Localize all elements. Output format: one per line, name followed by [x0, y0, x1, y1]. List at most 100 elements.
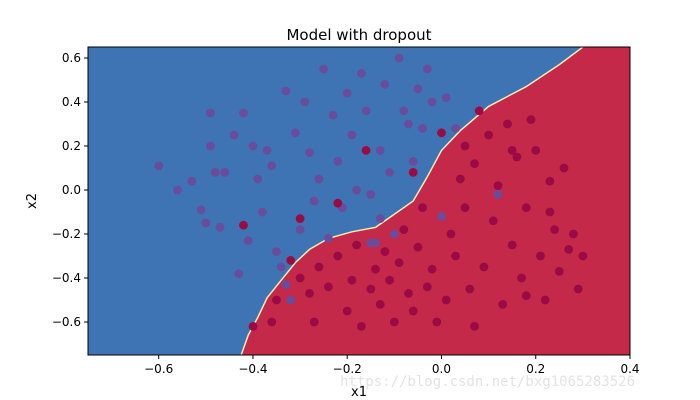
scatter-point-class-0-26: [305, 148, 314, 158]
scatter-point-class-1-17: [366, 284, 376, 294]
scatter-point-class-1-37: [460, 141, 470, 151]
scatter-point-class-1-39: [470, 159, 479, 169]
scatter-point-class-0-20: [276, 262, 286, 272]
scatter-point-class-0-21: [281, 86, 291, 96]
scatter-point-class-0-45: [394, 53, 404, 63]
scatter-point-class-0-11: [234, 269, 244, 278]
scatter-point-class-0-41: [375, 146, 385, 155]
scatter-point-class-1-58: [559, 163, 569, 173]
scatter-point-class-0-28: [314, 174, 324, 184]
x-tick-label-1: −0.4: [238, 362, 267, 376]
scatter-point-class-1-22: [389, 317, 399, 327]
scatter-point-class-1-15: [357, 322, 366, 331]
y-tick-label-0: −0.6: [52, 315, 81, 329]
scatter-point-class-1-43: [488, 216, 498, 226]
scatter-point-class-0-50: [418, 123, 427, 133]
scatter-point-class-0-23: [291, 128, 300, 138]
scatter-point-class-0-4: [201, 218, 211, 228]
scatter-point-class-0-16: [258, 207, 267, 217]
scatter-point-class-0-19: [272, 247, 281, 256]
scatter-point-class-0-48: [408, 157, 418, 166]
scatter-point-class-0-56: [437, 212, 446, 221]
watermark: https://blog.csdn.net/bxg1065283526: [340, 374, 635, 390]
scatter-point-class-1-28: [418, 203, 427, 213]
scatter-point-class-0-25: [300, 97, 310, 107]
scatter-point-class-0-34: [342, 88, 352, 98]
scatter-point-class-1-18: [371, 264, 380, 274]
scatter-point-class-1-46: [503, 119, 512, 129]
scatter-point-class-0-53: [441, 93, 451, 102]
scatter-point-class-0-42: [380, 80, 390, 89]
scatter-point-class-1-62: [578, 251, 588, 261]
scatter-point-class-1-42: [484, 130, 493, 140]
scatter-point-class-0-3: [196, 205, 206, 215]
scatter-point-class-1-44: [493, 181, 503, 191]
scatter-point-class-1-35: [451, 251, 460, 261]
scatter-point-class-1-48: [512, 152, 522, 162]
scatter-point-class-0-22: [286, 295, 296, 305]
scatter-point-class-1-23: [394, 258, 404, 267]
y-tick-label-1: −0.4: [52, 271, 81, 285]
x-tick-label-5: 0.4: [620, 362, 639, 376]
scatter-point-class-0-10: [229, 130, 239, 140]
scatter-point-class-0-24: [295, 225, 305, 235]
scatter-point-class-1-60: [569, 229, 578, 239]
scatter-point-class-0-57: [366, 238, 376, 248]
scatter-point-class-0-49: [413, 84, 423, 94]
plot-frame: [87, 46, 631, 356]
scatter-point-class-0-1: [173, 185, 182, 195]
scatter-point-class-0-35: [347, 130, 357, 140]
scatter-point-class-1-65: [333, 198, 343, 208]
scatter-point-class-1-67: [460, 203, 470, 213]
scatter-point-class-0-15: [253, 174, 263, 184]
scatter-point-class-1-40: [474, 106, 484, 116]
y-tick-label-6: 0.6: [62, 51, 81, 65]
scatter-point-class-1-36: [455, 174, 465, 184]
scatter-point-class-1-50: [521, 203, 531, 213]
scatter-point-class-0-31: [328, 110, 338, 120]
scatter-point-class-1-57: [554, 267, 564, 276]
y-tick-label-4: 0.2: [62, 139, 81, 153]
decision-boundary: [240, 47, 584, 355]
scatter-point-class-0-17: [262, 146, 272, 155]
scatter-point-class-1-14: [352, 240, 361, 250]
scatter-point-class-0-32: [333, 157, 343, 166]
scatter-point-class-1-49: [517, 273, 526, 283]
scatter-point-class-0-51: [422, 64, 432, 74]
scatter-point-class-1-61: [573, 284, 583, 294]
scatter-point-class-1-38: [465, 284, 475, 294]
scatter-point-class-1-25: [404, 289, 413, 298]
scatter-point-class-0-18: [267, 161, 277, 171]
scatter-point-class-0-55: [493, 190, 503, 199]
scatter-point-class-0-38: [361, 106, 371, 116]
scatter-point-class-1-10: [324, 282, 333, 292]
scatter-point-class-0-27: [309, 196, 319, 206]
scatter-point-class-0-44: [389, 229, 399, 239]
scatter-point-class-0-14: [248, 141, 258, 151]
scatter-point-class-1-27: [413, 242, 423, 252]
scatter-point-class-0-52: [427, 97, 437, 107]
scatter-point-class-0-30: [324, 234, 333, 243]
scatter-point-class-1-69: [545, 207, 555, 217]
scatter-point-class-0-9: [220, 168, 230, 177]
scatter-point-class-0-58: [281, 280, 291, 289]
scatter-point-class-1-4: [286, 256, 296, 265]
scatter-point-class-0-13: [243, 236, 253, 246]
scatter-point-class-1-5: [295, 214, 305, 224]
y-tick-label-5: 0.4: [62, 95, 81, 109]
scatter-point-class-1-68: [521, 291, 531, 300]
scatter-point-class-0-29: [319, 64, 329, 74]
scatter-point-class-0-39: [366, 190, 376, 199]
scatter-point-class-1-29: [422, 282, 432, 292]
scatter-point-class-1-34: [446, 229, 456, 239]
scatter-point-class-0-2: [187, 176, 197, 186]
scatter-point-class-1-21: [385, 275, 394, 285]
scatter-point-class-0-47: [404, 119, 413, 129]
scatter-point-class-0-12: [239, 108, 248, 118]
scatter-point-class-0-54: [451, 123, 460, 133]
scatter-points: [154, 53, 588, 331]
scatter-point-class-1-31: [432, 317, 442, 327]
scatter-point-class-1-56: [550, 225, 559, 235]
scatter-point-class-1-13: [347, 275, 357, 285]
